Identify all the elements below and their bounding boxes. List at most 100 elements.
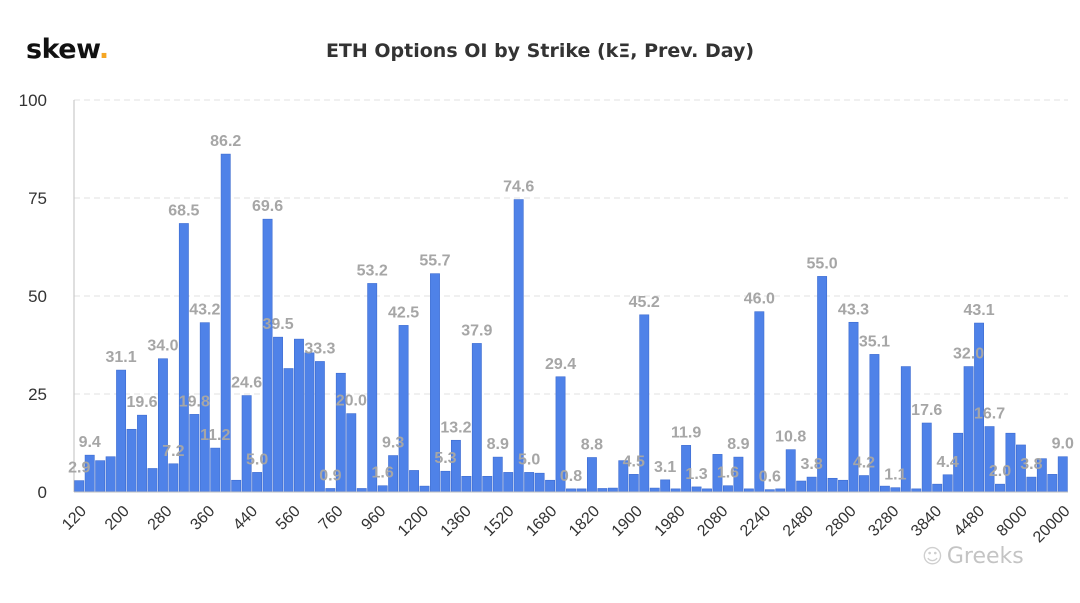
data-label: 11.9 <box>671 424 701 441</box>
data-label: 37.9 <box>461 322 492 339</box>
data-label: 3.8 <box>801 456 823 473</box>
y-tick-label: 25 <box>28 385 47 404</box>
y-axis: 0 25 50 75 100 <box>19 91 75 502</box>
bar <box>1047 474 1058 493</box>
bar <box>294 338 304 493</box>
x-tick-label: 560 <box>273 503 304 534</box>
data-label: 1.3 <box>685 466 707 483</box>
data-label: 39.5 <box>262 316 293 333</box>
data-label: 16.7 <box>974 406 1005 423</box>
bar <box>597 488 608 493</box>
bar <box>409 470 419 493</box>
data-label: 2.9 <box>68 460 90 477</box>
data-label: 33.3 <box>304 340 335 357</box>
y-tick-label: 50 <box>28 287 47 306</box>
x-tick-label: 8000 <box>994 503 1031 540</box>
bar <box>158 358 168 493</box>
bar <box>524 472 535 493</box>
data-label: 2.0 <box>989 463 1011 480</box>
bar <box>660 479 671 493</box>
data-label: 69.6 <box>252 198 283 215</box>
data-label: 35.1 <box>859 333 890 350</box>
bar <box>231 479 242 493</box>
bar <box>890 487 901 493</box>
bar <box>545 479 556 493</box>
data-label: 43.3 <box>838 301 869 318</box>
data-label: 11.2 <box>200 427 230 444</box>
data-label: 17.6 <box>911 402 942 419</box>
skew-logo: skew. <box>26 34 109 65</box>
data-labels: 2.9 9.4 31.1 19.6 34.0 7.2 68.5 19.8 43.2 11.2 86.… <box>68 133 1074 486</box>
data-label: 19.8 <box>179 393 210 410</box>
bar <box>137 414 147 493</box>
bar <box>346 413 357 493</box>
x-tick-label: 1820 <box>566 503 603 540</box>
data-label: 1.6 <box>717 465 739 482</box>
bar <box>325 488 336 493</box>
x-tick-label: 960 <box>358 503 389 534</box>
bar <box>921 422 932 493</box>
bar <box>367 283 378 493</box>
x-tick-label: 3840 <box>908 503 945 540</box>
x-tick-label: 1980 <box>652 503 689 540</box>
data-label: 86.2 <box>210 133 241 150</box>
bars <box>74 153 1068 493</box>
data-label: 0.6 <box>759 469 781 486</box>
data-label: 8.9 <box>487 436 509 453</box>
bar <box>471 343 482 493</box>
bar <box>984 426 995 493</box>
x-tick-label: 1900 <box>609 503 646 540</box>
bar <box>942 474 953 493</box>
data-label: 0.9 <box>319 467 341 484</box>
data-label: 0.8 <box>560 468 582 485</box>
watermark-text: Greeks <box>946 544 1024 569</box>
bar <box>189 414 200 493</box>
data-label: 29.4 <box>545 356 576 373</box>
bar <box>377 485 388 493</box>
data-label: 53.2 <box>357 262 388 279</box>
x-tick-label: 3280 <box>865 503 902 540</box>
bar <box>995 483 1005 493</box>
bar <box>723 485 733 493</box>
x-tick-label: 1520 <box>480 503 517 540</box>
bar <box>628 474 639 493</box>
bar <box>1057 456 1068 493</box>
y-tick-label: 100 <box>19 91 47 110</box>
data-label: 5.3 <box>434 450 456 467</box>
data-label: 55.0 <box>807 255 838 272</box>
bar <box>796 480 807 493</box>
x-tick-label: 2800 <box>823 503 860 540</box>
bar <box>105 456 116 493</box>
bar <box>398 325 409 493</box>
bar <box>806 476 817 493</box>
bar <box>963 366 974 493</box>
bar <box>356 488 367 493</box>
bar <box>419 485 430 493</box>
bar <box>932 483 943 493</box>
data-label: 20.0 <box>336 393 367 410</box>
data-label: 4.4 <box>937 454 959 471</box>
data-label: 3.8 <box>1020 456 1042 473</box>
data-label: 74.6 <box>503 179 534 196</box>
bar <box>482 476 493 493</box>
bar <box>241 395 252 493</box>
data-label: 42.5 <box>388 304 419 321</box>
bar <box>95 460 106 493</box>
data-label: 31.1 <box>106 349 137 366</box>
bar <box>252 472 263 493</box>
data-label: 46.0 <box>744 291 775 308</box>
data-label: 3.1 <box>654 459 676 476</box>
bar <box>879 485 890 493</box>
data-label: 8.8 <box>581 437 603 454</box>
x-tick-label: 20000 <box>1030 503 1074 547</box>
watermark: ☺ Greeks <box>922 544 1024 569</box>
grid-lines <box>74 99 1068 395</box>
logo-dot: . <box>98 34 109 65</box>
x-tick-label: 280 <box>145 503 176 534</box>
data-label: 13.2 <box>440 419 471 436</box>
x-tick-label: 200 <box>102 503 133 534</box>
data-label: 9.4 <box>79 434 101 451</box>
y-tick-label: 75 <box>28 189 47 208</box>
data-label: 4.5 <box>623 453 645 470</box>
